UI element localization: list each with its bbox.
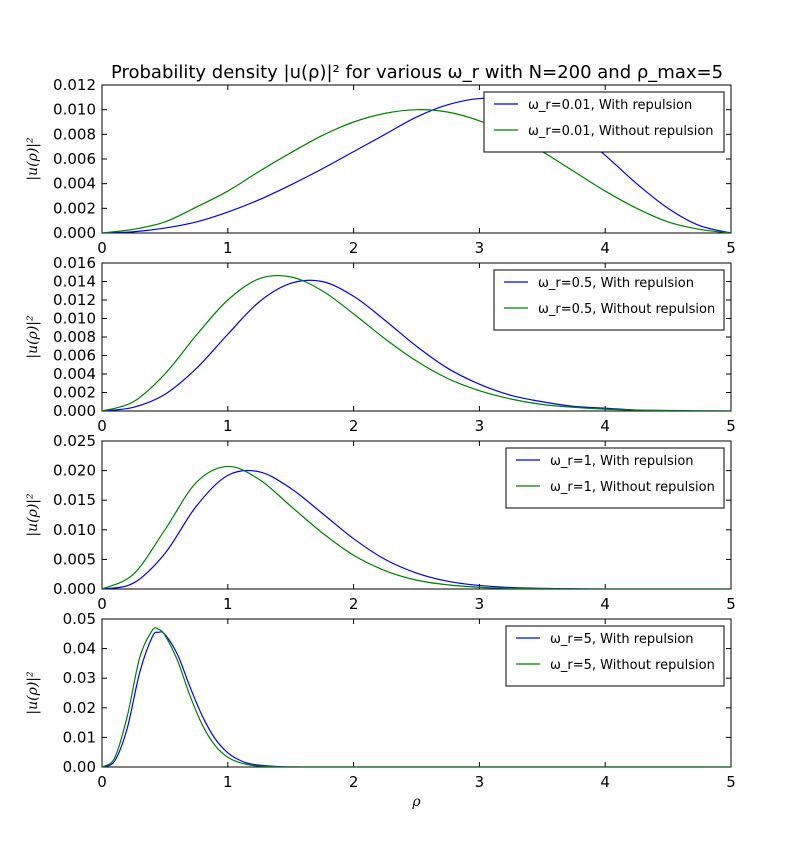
y-tick-label: 0.012 (53, 76, 96, 94)
x-tick-label: 3 (475, 417, 485, 435)
series-line-with-repulsion (102, 97, 731, 233)
subplot-3: 0.000 0.005 0.010 0.015 0.020 0.025 0 1 2 3 4 5 |u(ρ… (25, 432, 736, 613)
x-tick-label: 0 (97, 773, 107, 791)
x-axis-label: ρ (411, 794, 421, 810)
legend-entry: ω_r=5, With repulsion (550, 632, 694, 647)
y-tick-label: 0.014 (53, 273, 96, 291)
y-tick-label: 0.04 (63, 640, 96, 658)
y-axis-label: |u(ρ)|² (25, 493, 41, 537)
x-tick-label: 3 (475, 773, 485, 791)
x-tick-label: 2 (349, 417, 359, 435)
y-tick-label: 0.00 (63, 758, 96, 776)
legend-box (505, 447, 725, 509)
x-tick-label: 2 (349, 239, 359, 257)
figure-title: Probability density |u(ρ)|² for various … (111, 62, 723, 83)
y-tick-label: 0.020 (53, 462, 96, 480)
x-tick-label: 2 (349, 773, 359, 791)
x-tick-label: 5 (726, 417, 736, 435)
y-tick-label: 0.002 (53, 384, 96, 402)
legend-box (505, 625, 725, 687)
legend-entry: ω_r=1, Without repulsion (550, 480, 715, 495)
y-tick-label: 0.000 (53, 580, 96, 598)
x-tick-label: 4 (600, 595, 610, 613)
y-tick-label: 0.006 (53, 347, 96, 365)
y-tick-label: 0.016 (53, 254, 96, 272)
y-tick-label: 0.006 (53, 150, 96, 168)
x-tick-label: 5 (726, 595, 736, 613)
y-tick-label: 0.008 (53, 125, 96, 143)
y-tick-label: 0.03 (63, 669, 96, 687)
legend-box (483, 91, 725, 153)
y-tick-label: 0.01 (63, 728, 96, 746)
x-tick-label: 5 (726, 773, 736, 791)
legend: ω_r=1, With repulsion ω_r=1, Without repu… (505, 447, 725, 509)
y-axis-label: |u(ρ)|² (25, 671, 41, 715)
y-tick-label: 0.010 (53, 521, 96, 539)
y-tick-label: 0.010 (53, 310, 96, 328)
y-axis-label: |u(ρ)|² (25, 315, 41, 359)
y-tick-label: 0.010 (53, 101, 96, 119)
legend-entry: ω_r=0.01, Without repulsion (528, 124, 714, 139)
y-tick-label: 0.025 (53, 432, 96, 450)
legend: ω_r=5, With repulsion ω_r=5, Without repu… (505, 625, 725, 687)
legend: ω_r=0.01, With repulsion ω_r=0.01, Withou… (483, 91, 725, 153)
x-tick-label: 0 (97, 417, 107, 435)
y-tick-label: 0.05 (63, 610, 96, 628)
x-tick-label: 1 (223, 417, 233, 435)
y-tick-label: 0.000 (53, 224, 96, 242)
x-tick-label: 1 (223, 773, 233, 791)
legend-entry: ω_r=0.5, With repulsion (538, 276, 694, 291)
subplot-4: 0.00 0.01 0.02 0.03 0.04 0.05 0 1 2 3 4 5 |u(ρ)|² ρ ω_… (25, 610, 736, 810)
legend-entry: ω_r=1, With repulsion (550, 454, 694, 469)
series-line-without-repulsion (102, 274, 731, 411)
y-tick-label: 0.000 (53, 402, 96, 420)
legend: ω_r=0.5, With repulsion ω_r=0.5, Without … (493, 269, 725, 331)
x-tick-label: 4 (600, 239, 610, 257)
legend-entry: ω_r=5, Without repulsion (550, 658, 715, 673)
y-tick-label: 0.02 (63, 699, 96, 717)
y-tick-label: 0.015 (53, 491, 96, 509)
x-tick-label: 3 (475, 239, 485, 257)
x-tick-label: 4 (600, 417, 610, 435)
legend-entry: ω_r=0.5, Without repulsion (538, 302, 715, 317)
y-tick-label: 0.012 (53, 291, 96, 309)
series-line-without-repulsion (102, 109, 731, 233)
y-tick-label: 0.005 (53, 550, 96, 568)
subplot-2: 0.0000.0020.0040.0060.0080.0100.0120.014… (25, 254, 736, 435)
x-tick-label: 0 (97, 239, 107, 257)
y-tick-label: 0.004 (53, 175, 96, 193)
x-tick-label: 4 (600, 773, 610, 791)
subplot-1: 0.000 0.002 0.004 0.006 0.008 0.010 0.012 0 1 2 3 4… (25, 76, 736, 257)
x-tick-label: 0 (97, 595, 107, 613)
y-axis-label: |u(ρ)|² (25, 137, 41, 181)
legend-entry: ω_r=0.01, With repulsion (528, 98, 692, 113)
series-line-without-repulsion (102, 627, 731, 767)
y-tick-label: 0.002 (53, 199, 96, 217)
x-tick-label: 1 (223, 239, 233, 257)
legend-box (493, 269, 725, 331)
y-tick-label: 0.008 (53, 328, 96, 346)
x-tick-label: 1 (223, 595, 233, 613)
x-tick-label: 3 (475, 595, 485, 613)
y-tick-label: 0.004 (53, 365, 96, 383)
series-line-without-repulsion (102, 465, 731, 589)
x-tick-label: 5 (726, 239, 736, 257)
x-tick-label: 2 (349, 595, 359, 613)
